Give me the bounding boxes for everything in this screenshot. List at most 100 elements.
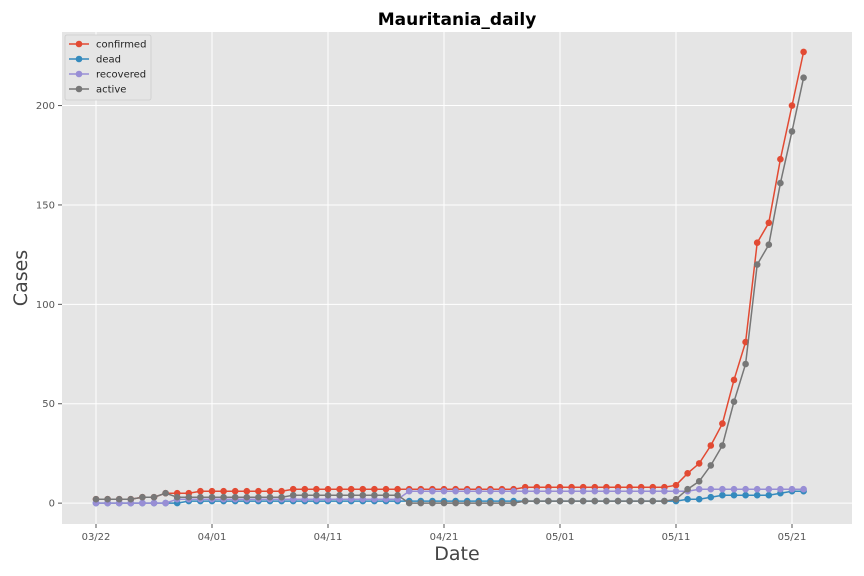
plot-background [62, 32, 852, 524]
data-point-active [765, 241, 773, 248]
legend: confirmed dead recovered active [64, 34, 152, 101]
data-point-active [672, 495, 680, 503]
data-point-confirmed [695, 460, 703, 467]
data-point-active [162, 489, 169, 497]
data-point-confirmed [788, 102, 796, 109]
data-point-confirmed [208, 487, 216, 495]
data-point-active [707, 462, 715, 469]
data-point-dead [707, 493, 715, 501]
data-point-active [359, 491, 367, 499]
data-point-confirmed [243, 487, 251, 495]
data-point-active [684, 485, 691, 493]
y-tick-label: 0 [49, 499, 55, 510]
data-point-recovered [521, 487, 529, 495]
data-point-active [313, 491, 320, 499]
legend-marker [75, 55, 83, 63]
data-point-recovered [568, 487, 575, 495]
data-point-active [510, 499, 517, 507]
data-point-active [463, 499, 471, 507]
data-point-active [185, 493, 193, 501]
data-point-confirmed [730, 376, 738, 384]
data-point-active [568, 497, 575, 505]
data-point-active [336, 491, 343, 499]
series-active [92, 74, 807, 507]
data-point-dead [742, 491, 749, 499]
data-point-active [603, 497, 610, 505]
data-point-dead [765, 491, 773, 499]
data-point-active [533, 497, 541, 505]
legend-item-recovered: recovered [69, 70, 146, 81]
data-point-confirmed [371, 485, 378, 493]
data-point-confirmed [672, 481, 680, 489]
data-point-recovered [730, 485, 738, 493]
x-tick-label: 04/21 [430, 532, 459, 543]
data-point-recovered [440, 487, 448, 495]
data-point-active [104, 495, 111, 503]
data-point-active [637, 497, 645, 505]
data-point-active [208, 493, 216, 501]
data-point-active [591, 497, 599, 505]
data-point-recovered [579, 487, 587, 495]
data-point-recovered [510, 487, 517, 495]
data-point-active [243, 493, 251, 501]
data-point-active [649, 497, 657, 505]
data-point-confirmed [220, 487, 227, 495]
x-axis-label: Date [434, 543, 479, 565]
data-point-dead [719, 491, 726, 499]
x-tick-label: 04/11 [314, 532, 343, 543]
data-point-confirmed [278, 487, 285, 495]
data-point-recovered [162, 499, 169, 507]
data-point-recovered [626, 487, 633, 495]
x-tick-label: 03/22 [82, 532, 111, 543]
data-point-recovered [614, 487, 622, 495]
data-point-dead [753, 491, 761, 499]
data-point-active [266, 493, 274, 501]
data-point-confirmed [777, 155, 784, 163]
data-point-recovered [661, 487, 668, 495]
data-point-recovered [545, 487, 552, 495]
x-tick-label: 05/01 [546, 532, 575, 543]
data-point-active [127, 495, 135, 503]
x-tick-label: 05/21 [778, 532, 807, 543]
data-point-active [347, 491, 355, 499]
data-point-recovered [765, 485, 773, 493]
data-point-recovered [556, 487, 564, 495]
data-point-confirmed [197, 487, 204, 495]
data-point-active [371, 491, 378, 499]
legend-marker [75, 40, 83, 48]
series-layer [92, 48, 807, 507]
data-point-active [487, 499, 494, 507]
data-point-recovered [649, 487, 657, 495]
data-point-confirmed [266, 487, 274, 495]
data-point-active [626, 497, 633, 505]
data-point-confirmed [324, 485, 332, 493]
data-point-active [545, 497, 552, 505]
grid [62, 32, 852, 524]
data-point-confirmed [800, 48, 807, 56]
data-point-active [579, 497, 587, 505]
y-tick-label: 150 [36, 200, 55, 211]
data-point-recovered [603, 487, 610, 495]
data-point-confirmed [394, 485, 401, 493]
data-point-active [788, 128, 796, 135]
data-point-recovered [742, 485, 749, 493]
data-point-recovered [672, 487, 680, 495]
data-point-recovered [475, 487, 483, 495]
data-point-recovered [777, 485, 784, 493]
data-point-active [429, 499, 436, 507]
y-tick-label: 100 [36, 300, 55, 311]
legend-label: active [96, 85, 126, 96]
data-point-active [661, 497, 668, 505]
data-point-active [220, 493, 227, 501]
legend-marker [75, 70, 83, 78]
data-point-confirmed [231, 487, 239, 495]
data-point-active [197, 493, 204, 501]
data-point-active [800, 74, 807, 81]
legend-label: recovered [96, 70, 146, 81]
data-point-confirmed [313, 485, 320, 493]
data-point-recovered [533, 487, 541, 495]
data-point-confirmed [255, 487, 262, 495]
data-point-recovered [695, 485, 703, 493]
data-point-confirmed [765, 219, 773, 227]
